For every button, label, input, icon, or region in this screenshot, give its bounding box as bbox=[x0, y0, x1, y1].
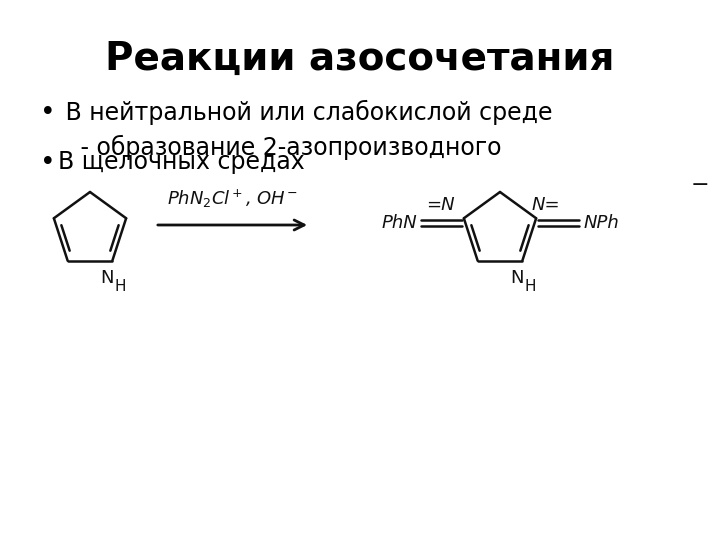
Text: H: H bbox=[525, 279, 536, 294]
Text: H: H bbox=[114, 279, 126, 294]
Text: PhN$_2$Cl$^+$, OH$^-$: PhN$_2$Cl$^+$, OH$^-$ bbox=[167, 188, 298, 210]
Text: Реакции азосочетания: Реакции азосочетания bbox=[105, 40, 615, 78]
Text: NPh: NPh bbox=[583, 214, 619, 232]
Text: N: N bbox=[510, 269, 524, 287]
Text: •: • bbox=[40, 150, 55, 176]
Text: −: − bbox=[690, 175, 709, 195]
Text: •: • bbox=[40, 100, 55, 126]
Text: В щелочных средах: В щелочных средах bbox=[58, 150, 305, 174]
Text: =N: =N bbox=[426, 196, 455, 214]
Text: N: N bbox=[101, 269, 114, 287]
Text: PhN: PhN bbox=[381, 214, 417, 232]
Text: В нейтральной или слабокислой среде
   - образование 2-азопроизводного: В нейтральной или слабокислой среде - об… bbox=[58, 100, 552, 160]
Text: N=: N= bbox=[532, 196, 560, 214]
